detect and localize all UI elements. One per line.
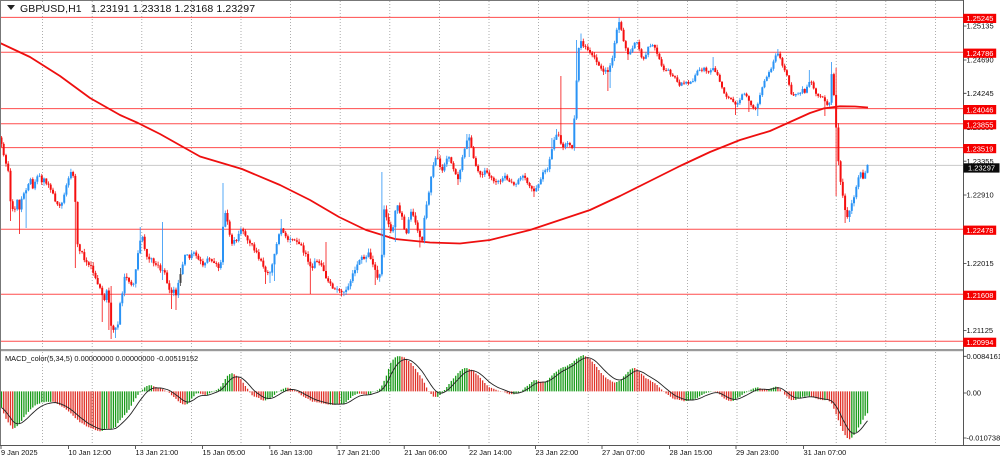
svg-text:0.00: 0.00 [967,389,982,398]
svg-text:MACD_color(5,34,5) 0.00000000: MACD_color(5,34,5) 0.00000000 0.00000000… [5,354,198,363]
svg-text:22 Jan 14:00: 22 Jan 14:00 [469,448,512,457]
svg-text:1.24046: 1.24046 [966,105,993,114]
svg-text:1.24786: 1.24786 [966,49,993,58]
svg-text:1.23855: 1.23855 [966,120,993,129]
svg-text:1.23519: 1.23519 [966,144,993,153]
svg-text:1.24245: 1.24245 [967,89,994,98]
svg-text:0.0084161: 0.0084161 [967,352,1000,361]
svg-text:17 Jan 21:00: 17 Jan 21:00 [337,448,380,457]
svg-text:16 Jan 13:00: 16 Jan 13:00 [270,448,313,457]
svg-text:1.22478: 1.22478 [966,226,993,235]
svg-text:27 Jan 07:00: 27 Jan 07:00 [602,448,645,457]
svg-text:GBPUSD,H1 1.23191 1.23318 1.: GBPUSD,H1 1.23191 1.23318 1.23168 1.2329… [20,3,255,15]
svg-text:10 Jan 12:00: 10 Jan 12:00 [68,448,111,457]
svg-text:15 Jan 05:00: 15 Jan 05:00 [203,448,246,457]
svg-text:28 Jan 15:00: 28 Jan 15:00 [670,448,713,457]
svg-text:1.23297: 1.23297 [968,164,995,173]
svg-text:21 Jan 06:00: 21 Jan 06:00 [404,448,447,457]
svg-text:1.20994: 1.20994 [966,338,993,347]
svg-text:1.21608: 1.21608 [966,291,993,300]
svg-text:1.22910: 1.22910 [967,191,994,200]
svg-text:23 Jan 22:00: 23 Jan 22:00 [536,448,579,457]
svg-text:9 Jan 2025: 9 Jan 2025 [1,448,38,457]
svg-text:31 Jan 07:00: 31 Jan 07:00 [804,448,847,457]
svg-text:29 Jan 23:00: 29 Jan 23:00 [736,448,779,457]
svg-text:1.21125: 1.21125 [967,326,994,335]
svg-text:1.22015: 1.22015 [967,259,994,268]
svg-text:13 Jan 21:00: 13 Jan 21:00 [136,448,179,457]
svg-text:1.25245: 1.25245 [966,14,993,23]
svg-text:-0.0107387: -0.0107387 [967,434,1000,443]
